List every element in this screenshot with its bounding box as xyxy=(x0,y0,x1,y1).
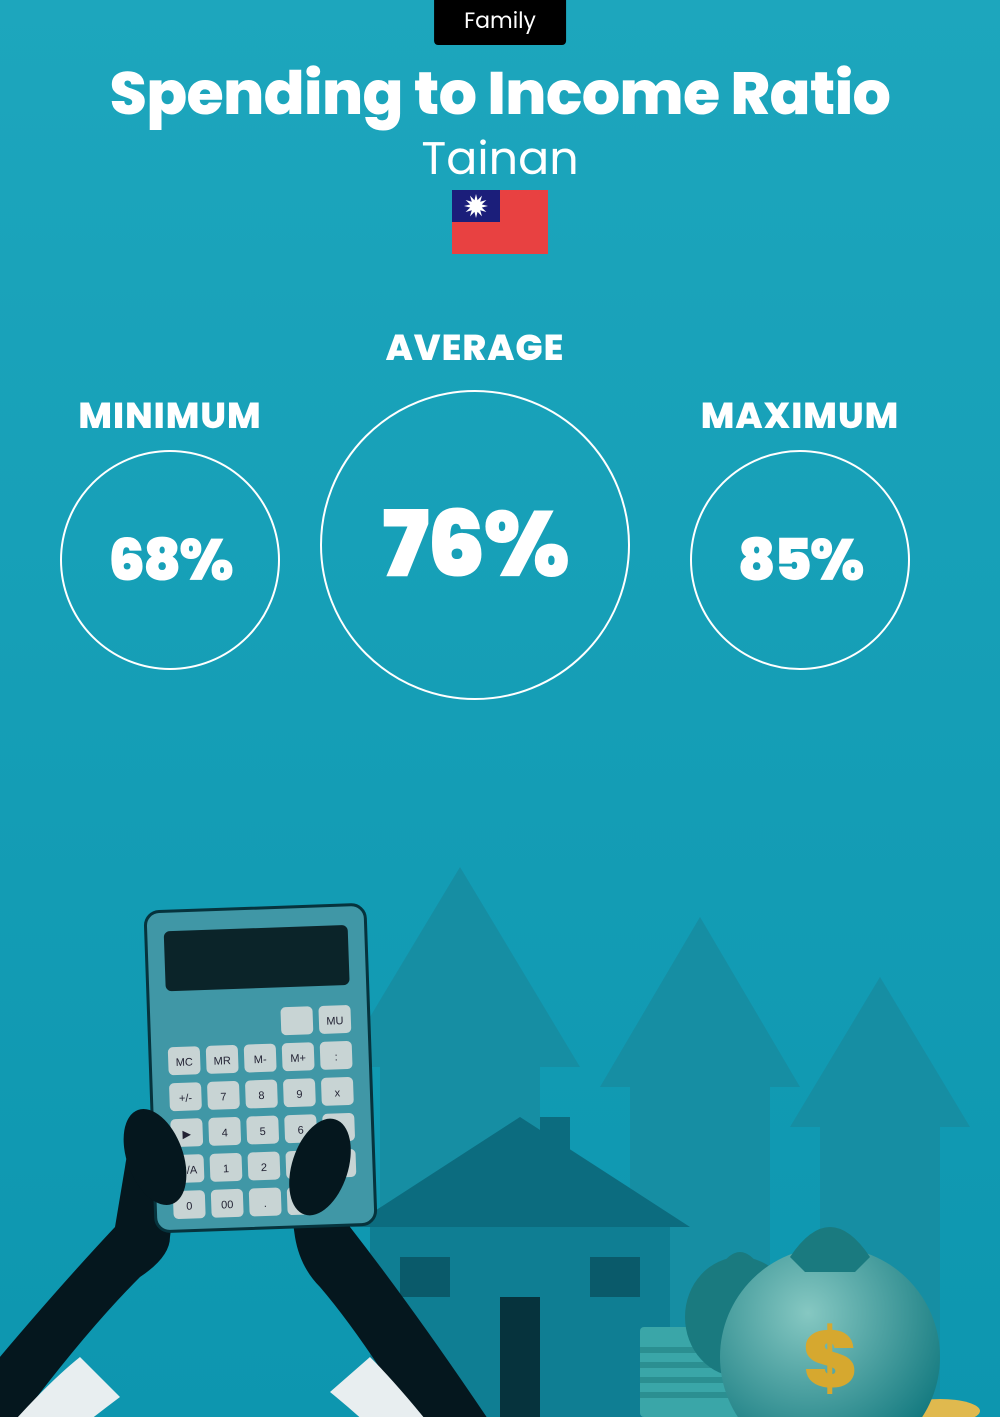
svg-text:+/-: +/- xyxy=(179,1092,193,1104)
maximum-value: 85% xyxy=(738,517,863,604)
svg-text:x: x xyxy=(334,1087,340,1099)
svg-text:MR: MR xyxy=(214,1055,232,1068)
svg-text:$: $ xyxy=(803,1303,856,1415)
svg-text:M+: M+ xyxy=(290,1052,306,1065)
svg-text:MC: MC xyxy=(176,1056,194,1069)
svg-text:MU: MU xyxy=(326,1015,344,1028)
svg-text:.: . xyxy=(264,1198,267,1210)
svg-text:9: 9 xyxy=(296,1089,303,1101)
svg-text:7: 7 xyxy=(220,1091,227,1103)
minimum-label: MINIMUM xyxy=(60,388,280,443)
svg-text:5: 5 xyxy=(259,1126,266,1138)
svg-text:M-: M- xyxy=(254,1054,268,1066)
svg-text:4: 4 xyxy=(222,1127,229,1139)
illustration: $ $ xyxy=(0,797,1000,1417)
average-circle: 76% xyxy=(320,390,630,700)
flag-taiwan xyxy=(452,190,548,254)
svg-text:00: 00 xyxy=(221,1199,234,1211)
average-value: 76% xyxy=(382,476,568,614)
svg-text:8: 8 xyxy=(258,1090,265,1102)
maximum-label: MAXIMUM xyxy=(690,388,910,443)
average-label: AVERAGE xyxy=(330,320,620,375)
svg-text:1: 1 xyxy=(223,1163,230,1175)
minimum-circle: 68% xyxy=(60,450,280,670)
stats-container: MINIMUM 68% AVERAGE 76% MAXIMUM 85% xyxy=(0,320,1000,740)
svg-text:2: 2 xyxy=(261,1162,268,1174)
maximum-circle: 85% xyxy=(690,450,910,670)
svg-text:6: 6 xyxy=(297,1125,304,1137)
location-name: Tainan xyxy=(0,125,1000,194)
svg-text::: : xyxy=(334,1051,337,1063)
category-tag: Family xyxy=(434,0,566,45)
svg-text:▶: ▶ xyxy=(182,1129,191,1141)
minimum-value: 68% xyxy=(108,517,231,604)
svg-text:0: 0 xyxy=(186,1201,193,1213)
